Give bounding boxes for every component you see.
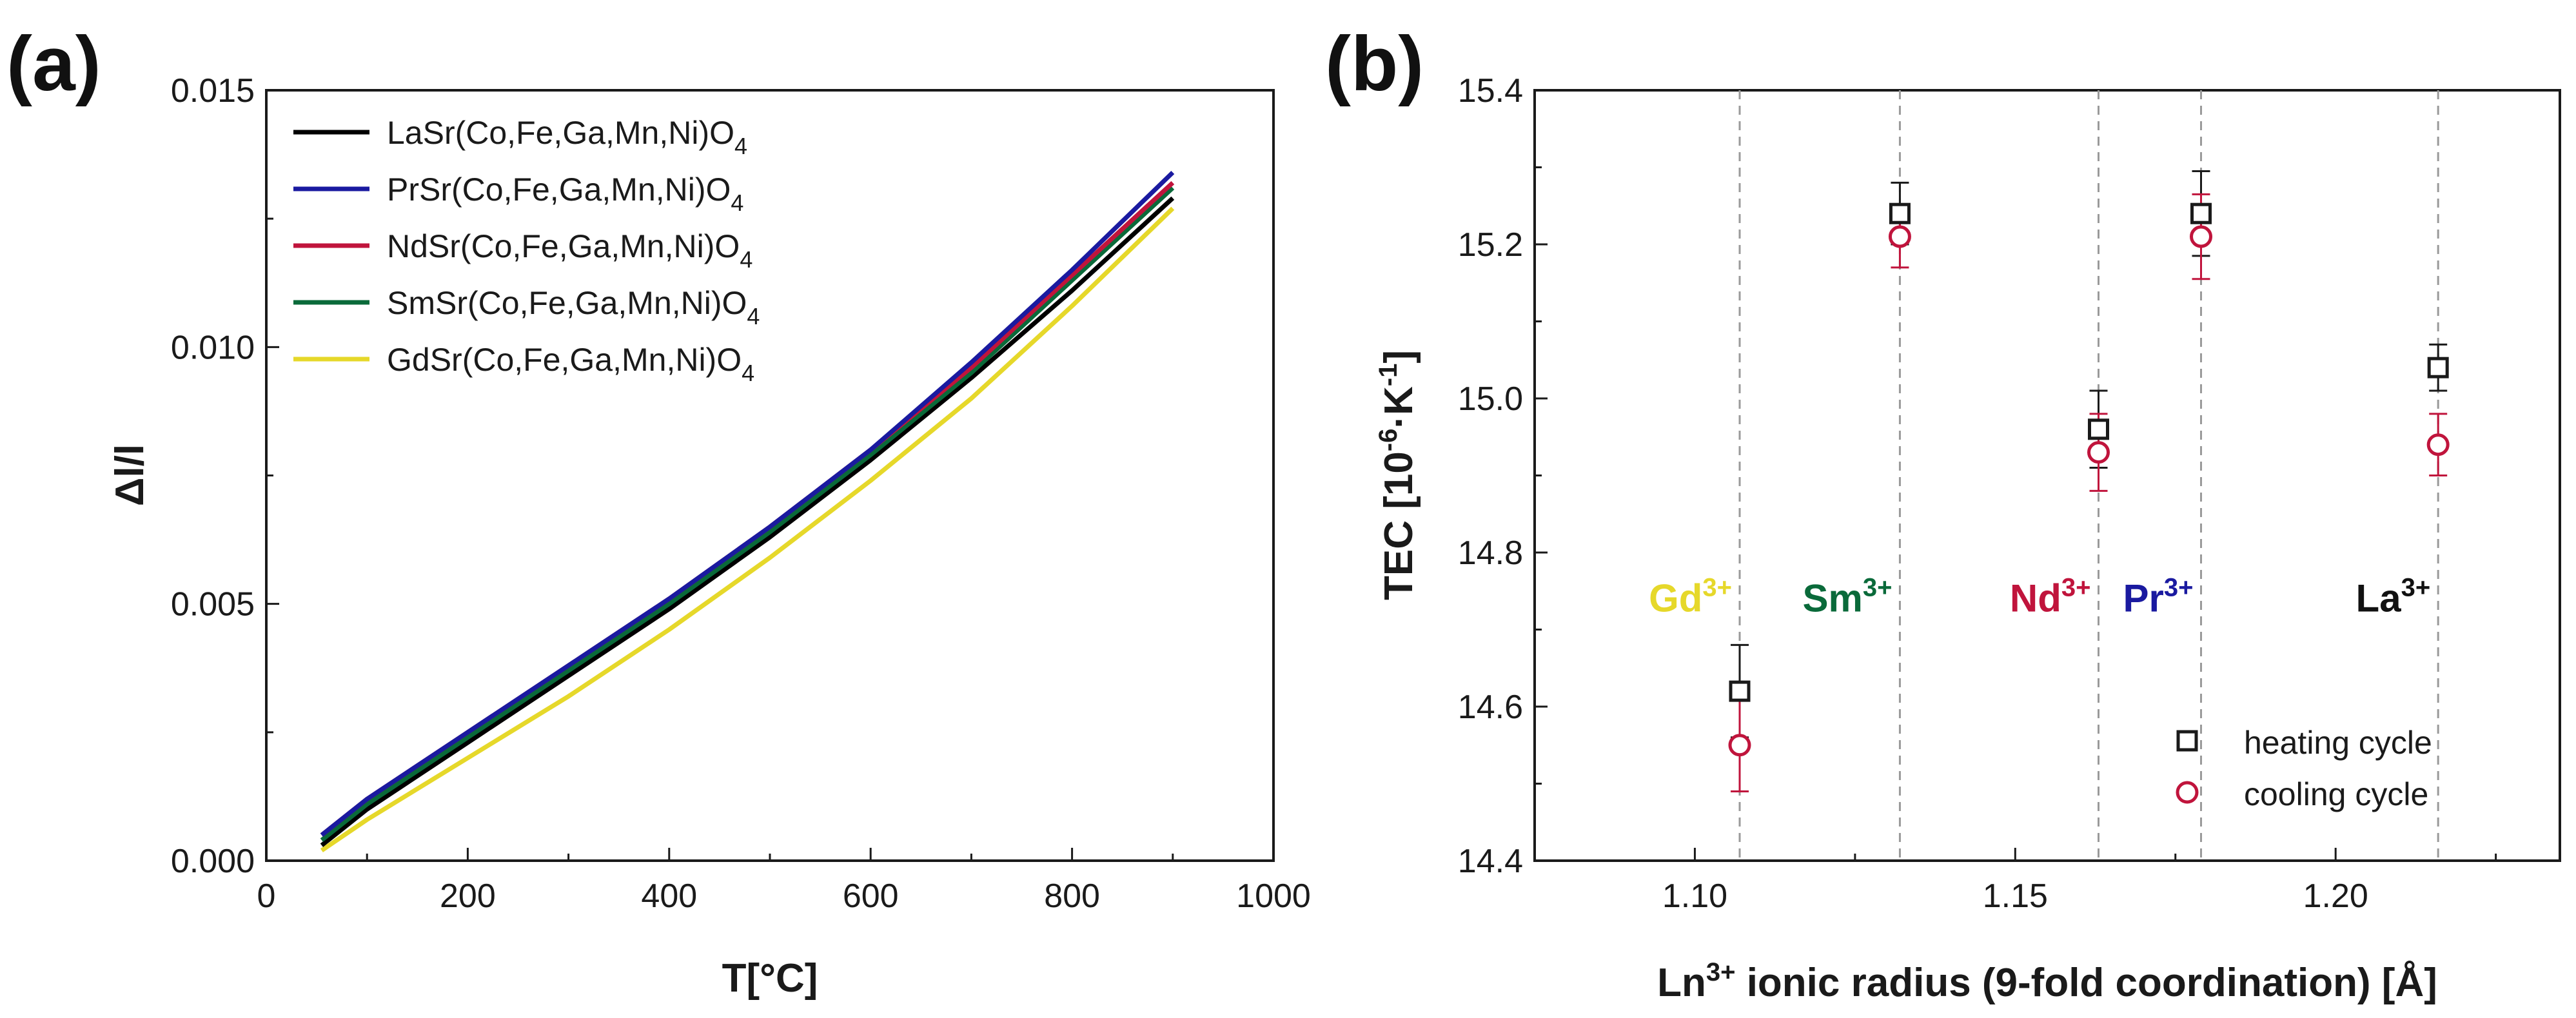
panel-a-y-tick-label: 0.005 bbox=[171, 586, 255, 623]
panel-b-ion-label: Sm3+ bbox=[1802, 574, 1892, 620]
panel-b-ion-symbol: La bbox=[2356, 577, 2402, 620]
panel-a-series-line bbox=[320, 206, 1175, 852]
panel-a-x-tick-label: 400 bbox=[641, 877, 697, 915]
panel-a-legend-entry: PrSr(Co,Fe,Ga,Mn,Ni)O4 bbox=[387, 171, 743, 216]
panel-b-x-tick-label: 1.10 bbox=[1662, 877, 1727, 915]
panel-b-x-axis-title: Ln3+ ionic radius (9-fold coordination) … bbox=[1657, 958, 2437, 1005]
panel-a-legend-name: SmSr(Co,Fe,Ga,Mn,Ni)O bbox=[387, 285, 747, 321]
panel-b-legend-label: cooling cycle bbox=[2244, 776, 2428, 812]
panel-b-label: (b) bbox=[1325, 21, 1424, 107]
panel-b-cooling-point bbox=[2426, 433, 2450, 456]
panel-b-y-tick-label: 14.4 bbox=[1458, 843, 1523, 880]
panel-a-legend-entry: NdSr(Co,Fe,Ga,Mn,Ni)O4 bbox=[387, 228, 752, 273]
panel-b-ylabel-sup2: -1 bbox=[1374, 364, 1402, 387]
panel-b-ion-charge: 3+ bbox=[2164, 574, 2194, 602]
panel-b-y-tick-label: 15.0 bbox=[1458, 380, 1523, 418]
panel-a-x-tick-label: 1000 bbox=[1236, 877, 1311, 915]
panel-b-xlabel-main: Ln bbox=[1657, 961, 1706, 1005]
panel-b-y-tick-label: 15.4 bbox=[1458, 72, 1523, 110]
panel-b-ion-symbol: Nd bbox=[2010, 577, 2061, 620]
panel-b-ylabel-sup1: -6 bbox=[1374, 429, 1402, 452]
panel-b-series bbox=[1728, 170, 2450, 792]
panel-b-legend-marker bbox=[2176, 730, 2198, 752]
panel-a-legend-subscript: 4 bbox=[731, 190, 743, 216]
panel-b-ticks: 1.10 1.15 1.20 14.4 14.6 14.8 15.0 15.2 15.4 bbox=[1458, 72, 2497, 915]
panel-b-cooling-point bbox=[2190, 225, 2212, 248]
panel-b-y-tick-label: 14.6 bbox=[1458, 689, 1523, 726]
panel-a-legend-subscript: 4 bbox=[747, 303, 760, 329]
panel-b-heating-point bbox=[1889, 202, 1911, 224]
panel-b-cooling-point bbox=[2087, 441, 2110, 464]
panel-b-y-tick-label: 15.2 bbox=[1458, 226, 1523, 264]
panel-b-heating-point bbox=[2190, 202, 2212, 224]
panel-b-x-tick-label: 1.20 bbox=[2303, 877, 2368, 915]
panel-a-legend-name: PrSr(Co,Fe,Ga,Mn,Ni)O bbox=[387, 171, 731, 208]
panel-a-legend-entry: SmSr(Co,Fe,Ga,Mn,Ni)O4 bbox=[387, 285, 760, 329]
panel-b-xlabel-rest: ionic radius (9-fold coordination) [Å] bbox=[1735, 961, 2437, 1005]
panel-a-legend-name: NdSr(Co,Fe,Ga,Mn,Ni)O bbox=[387, 228, 740, 264]
panel-a-legend-subscript: 4 bbox=[740, 246, 752, 273]
panel-b-ion-charge: 3+ bbox=[1702, 574, 1732, 602]
panel-b-cooling-point bbox=[1728, 734, 1751, 757]
panel-a-x-tick-label: 800 bbox=[1044, 877, 1100, 915]
panel-a-series-line bbox=[320, 186, 1175, 842]
panel-b-heating-point bbox=[2088, 418, 2109, 440]
panel-a-series-line bbox=[320, 170, 1175, 837]
panel-a-ticks: 0 200 400 600 800 1000 0.000 0.005 0.010 0.015 bbox=[171, 72, 1311, 915]
panel-a-x-tick-label: 200 bbox=[440, 877, 496, 915]
panel-a-y-tick-label: 0.010 bbox=[171, 329, 255, 366]
panel-b-y-tick-label: 14.8 bbox=[1458, 534, 1523, 572]
panel-b-ylabel-main: TEC [10 bbox=[1377, 451, 1421, 600]
panel-b-ion-symbol: Sm bbox=[1802, 577, 1862, 620]
panel-a-legend-entry: GdSr(Co,Fe,Ga,Mn,Ni)O4 bbox=[387, 342, 754, 386]
panel-a-label: (a) bbox=[6, 21, 101, 107]
panel-b-legend-marker bbox=[2176, 781, 2199, 804]
panel-a-series-line bbox=[320, 181, 1175, 837]
panel-a-series-line bbox=[320, 196, 1175, 847]
panel-b-legend-label: heating cycle bbox=[2244, 725, 2432, 761]
panel-b-ion-label: Pr3+ bbox=[2123, 574, 2194, 620]
panel-a-legend-entry: LaSr(Co,Fe,Ga,Mn,Ni)O4 bbox=[387, 115, 747, 159]
panel-a-legend: LaSr(Co,Fe,Ga,Mn,Ni)O4PrSr(Co,Fe,Ga,Mn,N… bbox=[293, 115, 760, 386]
panel-b-ion-charge: 3+ bbox=[2401, 574, 2431, 602]
panel-a-y-tick-label: 0.000 bbox=[171, 843, 255, 880]
panel-b-y-axis-title: TEC [10-6·K-1] bbox=[1374, 350, 1421, 600]
panel-b-ion-charge: 3+ bbox=[1863, 574, 1893, 602]
panel-b-ion-label: Gd3+ bbox=[1649, 574, 1732, 620]
panel-b-ylabel-end: ] bbox=[1377, 350, 1421, 364]
panel-a-legend-name: GdSr(Co,Fe,Ga,Mn,Ni)O bbox=[387, 342, 742, 378]
panel-b-heating-point bbox=[2427, 357, 2449, 378]
panel-a-series bbox=[320, 170, 1175, 852]
panel-b-ylabel-mid: ·K bbox=[1377, 386, 1421, 429]
panel-b-heating-point bbox=[1729, 680, 1751, 702]
panel-b-cooling-point bbox=[1888, 225, 1911, 248]
panel-b-legend: heating cycle cooling cycle bbox=[2176, 725, 2432, 812]
panel-b-ion-symbol: Pr bbox=[2123, 577, 2164, 620]
panel-a-x-tick-label: 0 bbox=[257, 877, 276, 915]
panel-b-ion-label: Nd3+ bbox=[2010, 574, 2091, 620]
panel-b-ion-charge: 3+ bbox=[2061, 574, 2091, 602]
panel-a-legend-subscript: 4 bbox=[734, 133, 747, 159]
panel-a-y-tick-label: 0.015 bbox=[171, 72, 255, 110]
panel-a-legend-subscript: 4 bbox=[742, 360, 754, 386]
panel-b-ion-label: La3+ bbox=[2356, 574, 2431, 620]
panel-b-xlabel-sup: 3+ bbox=[1706, 958, 1736, 986]
panel-b-ion-symbol: Gd bbox=[1649, 577, 1702, 620]
panel-a-x-axis-title: T[°C] bbox=[722, 956, 818, 1001]
panel-a-legend-name: LaSr(Co,Fe,Ga,Mn,Ni)O bbox=[387, 115, 734, 151]
panel-b-ion-labels: Gd3+ Sm3+ Nd3+ Pr3+ La3+ bbox=[1649, 574, 2430, 620]
panel-a-y-axis-title: Δl/l bbox=[108, 444, 152, 506]
panel-b-x-tick-label: 1.15 bbox=[1983, 877, 2048, 915]
panel-a-x-tick-label: 600 bbox=[843, 877, 899, 915]
